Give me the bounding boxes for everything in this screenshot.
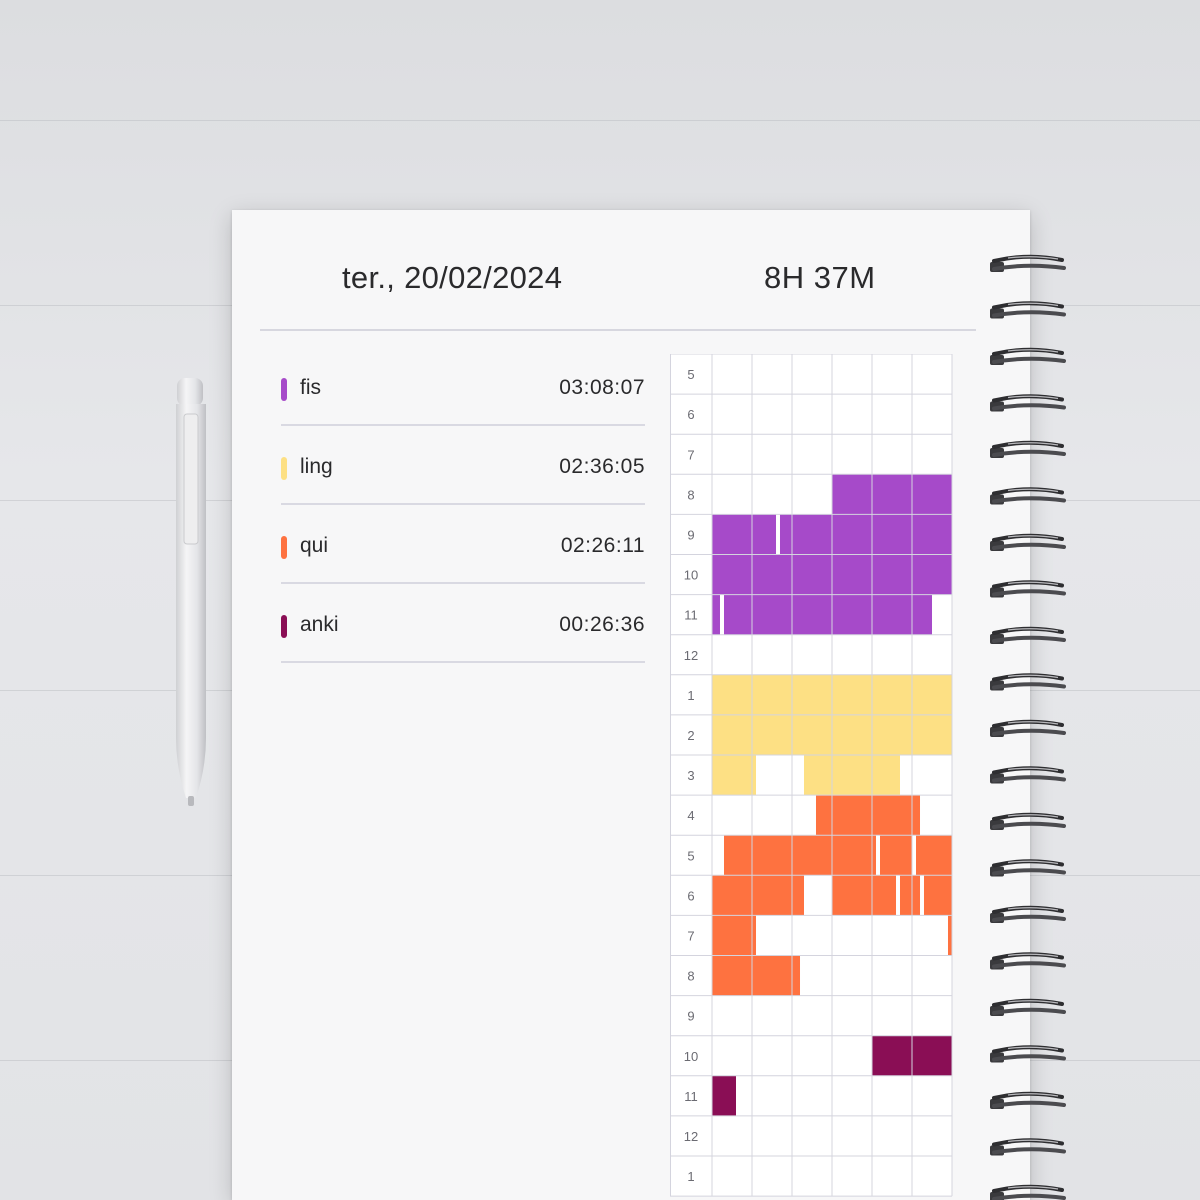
study-session-block <box>712 915 756 956</box>
hour-label: 9 <box>687 1009 694 1024</box>
spiral-ring <box>990 1184 1066 1200</box>
study-session-block <box>712 514 777 555</box>
page-date: ter., 20/02/2024 <box>342 260 563 295</box>
hour-label: 9 <box>687 527 694 542</box>
spiral-ring <box>990 1045 1066 1063</box>
hour-label: 7 <box>687 928 694 943</box>
hour-label: 8 <box>687 487 694 502</box>
spiral-ring <box>990 905 1066 923</box>
total-study-time: 8H 37M <box>764 260 876 295</box>
legend-item: fis 03:08:07 <box>281 347 645 426</box>
hour-label: 5 <box>687 367 694 382</box>
spiral-ring <box>990 719 1066 737</box>
subject-name: anki <box>300 613 339 636</box>
spiral-ring <box>990 1138 1066 1156</box>
hour-label: 6 <box>687 888 694 903</box>
study-session-block <box>880 835 912 876</box>
pen-image <box>176 378 206 806</box>
subject-color-swatch <box>281 536 287 559</box>
study-session-block <box>899 875 921 916</box>
study-session-block <box>712 875 804 916</box>
study-session-block <box>712 955 801 996</box>
study-session-block <box>832 875 897 916</box>
spiral-ring <box>990 766 1066 784</box>
notebook-page: ter., 20/02/2024 8H 37M fis 03:08:07 lin… <box>232 210 1030 1200</box>
subject-duration: 02:36:05 <box>559 455 645 478</box>
study-session-block <box>803 755 900 796</box>
spiral-ring <box>990 254 1066 272</box>
subject-name: fis <box>300 376 321 399</box>
spiral-ring <box>990 301 1066 319</box>
study-session-block <box>724 835 876 876</box>
hour-label: 5 <box>687 848 694 863</box>
subject-name: ling <box>300 455 333 478</box>
header-divider <box>260 329 976 331</box>
study-session-block <box>712 594 720 635</box>
spiral-binding <box>990 254 1066 1200</box>
hour-label: 11 <box>684 1089 698 1104</box>
spiral-ring <box>990 998 1066 1016</box>
spiral-ring <box>990 347 1066 365</box>
hour-label: 8 <box>687 969 694 984</box>
spiral-ring <box>990 487 1066 505</box>
hour-label: 6 <box>687 407 694 422</box>
hour-label: 1 <box>687 1169 694 1184</box>
hour-label: 12 <box>684 648 698 663</box>
study-session-block <box>724 594 933 635</box>
spiral-ring <box>990 626 1066 644</box>
spiral-ring <box>990 1091 1066 1109</box>
subject-name: qui <box>300 534 329 557</box>
subject-duration: 02:26:11 <box>560 534 645 557</box>
hour-label: 1 <box>687 688 694 703</box>
spiral-ring <box>990 580 1066 598</box>
hour-label: 4 <box>687 808 694 823</box>
study-session-block <box>779 514 952 555</box>
spiral-ring <box>990 673 1066 691</box>
study-session-block <box>712 755 756 796</box>
legend-item: ling 02:36:05 <box>281 426 645 505</box>
study-session-block <box>832 474 952 515</box>
study-session-block <box>815 795 921 836</box>
study-session-block <box>947 915 952 956</box>
subject-color-swatch <box>281 457 287 480</box>
spiral-ring <box>990 533 1066 551</box>
subject-legend: fis 03:08:07 ling 02:36:05 qui 02:26:11 … <box>281 347 645 663</box>
spiral-ring <box>990 859 1066 877</box>
study-session-block <box>923 875 952 916</box>
hour-label: 3 <box>687 768 694 783</box>
hour-label: 12 <box>684 1129 698 1144</box>
hour-label: 10 <box>684 1049 698 1064</box>
hour-label: 10 <box>684 568 698 583</box>
subject-color-swatch <box>281 378 287 401</box>
spiral-ring <box>990 812 1066 830</box>
legend-item: anki 00:26:36 <box>281 584 645 663</box>
hour-label: 7 <box>687 447 694 462</box>
spiral-ring <box>990 394 1066 412</box>
subject-duration: 03:08:07 <box>559 376 645 399</box>
spiral-ring <box>990 440 1066 458</box>
spiral-ring <box>990 952 1066 970</box>
subject-color-swatch <box>281 615 287 638</box>
study-session-block <box>712 1075 736 1116</box>
study-session-block <box>916 835 952 876</box>
subject-duration: 00:26:36 <box>559 613 645 636</box>
hour-label: 2 <box>687 728 694 743</box>
hour-label: 11 <box>684 608 698 623</box>
legend-item: qui 02:26:11 <box>281 505 645 584</box>
